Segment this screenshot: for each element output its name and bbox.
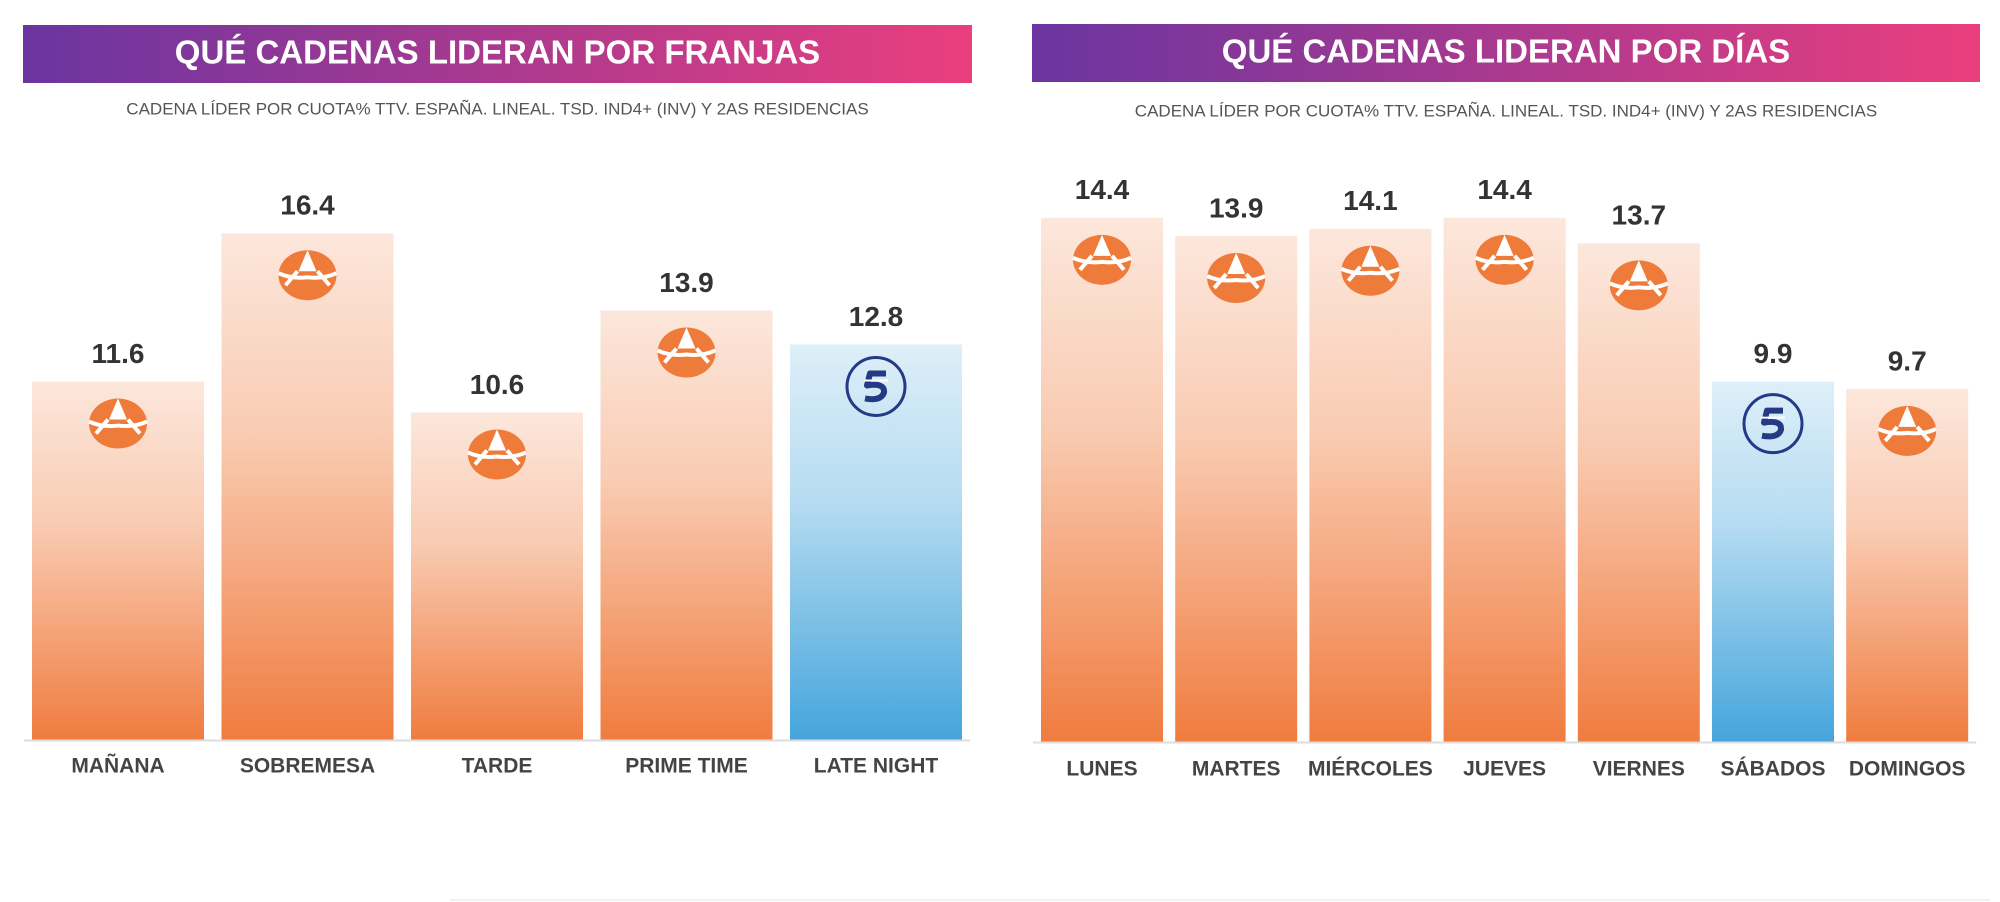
x-tick-label: PRIME TIME bbox=[625, 755, 748, 778]
bar bbox=[1309, 228, 1432, 742]
bar bbox=[600, 310, 773, 740]
bar bbox=[1175, 236, 1298, 743]
value-label: 12.8 bbox=[849, 301, 904, 332]
value-label: 9.7 bbox=[1888, 345, 1927, 376]
title-banner bbox=[1032, 24, 1980, 82]
bar bbox=[1443, 217, 1566, 743]
channel-logo bbox=[845, 355, 907, 417]
channel-logo bbox=[656, 327, 717, 378]
value-label: 13.7 bbox=[1612, 200, 1667, 231]
x-tick-label: JUEVES bbox=[1463, 758, 1546, 781]
value-label: 14.4 bbox=[1075, 174, 1130, 205]
value-label: 16.4 bbox=[280, 190, 335, 221]
x-tick-label: SÁBADOS bbox=[1720, 758, 1825, 781]
chart-title: QUÉ CADENAS LIDERAN POR DÍAS bbox=[1222, 33, 1790, 70]
bar bbox=[221, 233, 394, 741]
value-label: 14.4 bbox=[1477, 174, 1532, 205]
channel-logo bbox=[1608, 260, 1669, 311]
bar bbox=[1712, 381, 1834, 742]
value-label: 11.6 bbox=[92, 338, 145, 369]
channel-logo bbox=[1877, 405, 1938, 456]
x-tick-label: MAÑANA bbox=[71, 755, 164, 778]
x-tick-label: DOMINGOS bbox=[1849, 758, 1966, 781]
x-tick-label: TARDE bbox=[462, 755, 533, 778]
x-tick-label: LATE NIGHT bbox=[814, 755, 939, 778]
value-label: 14.1 bbox=[1343, 185, 1398, 216]
channel-logo bbox=[467, 429, 527, 480]
value-label: 10.6 bbox=[470, 369, 525, 400]
value-label: 9.9 bbox=[1754, 338, 1793, 369]
value-label: 13.9 bbox=[1209, 192, 1264, 223]
channel-logo bbox=[1340, 245, 1401, 296]
bar bbox=[1577, 243, 1700, 742]
chart-subtitle: CADENA LÍDER POR CUOTA% TTV. ESPAÑA. LIN… bbox=[1135, 101, 1877, 120]
channel-logo bbox=[88, 398, 148, 449]
chart-title: QUÉ CADENAS LIDERAN POR FRANJAS bbox=[175, 34, 820, 71]
x-tick-label: LUNES bbox=[1066, 758, 1137, 781]
channel-logo bbox=[1072, 234, 1132, 285]
x-tick-label: MARTES bbox=[1192, 758, 1281, 781]
x-tick-label: MIÉRCOLES bbox=[1308, 758, 1433, 781]
value-label: 13.9 bbox=[659, 267, 714, 298]
bar bbox=[1041, 217, 1163, 743]
chart-subtitle: CADENA LÍDER POR CUOTA% TTV. ESPAÑA. LIN… bbox=[126, 99, 868, 118]
x-tick-label: VIERNES bbox=[1593, 758, 1685, 781]
x-tick-label: SOBREMESA bbox=[240, 755, 375, 778]
title-banner bbox=[23, 25, 972, 83]
channel-logo bbox=[277, 250, 338, 301]
channel-logo bbox=[1742, 393, 1804, 455]
bar bbox=[790, 344, 962, 740]
channel-logo bbox=[1474, 234, 1535, 285]
channel-logo bbox=[1206, 253, 1267, 304]
